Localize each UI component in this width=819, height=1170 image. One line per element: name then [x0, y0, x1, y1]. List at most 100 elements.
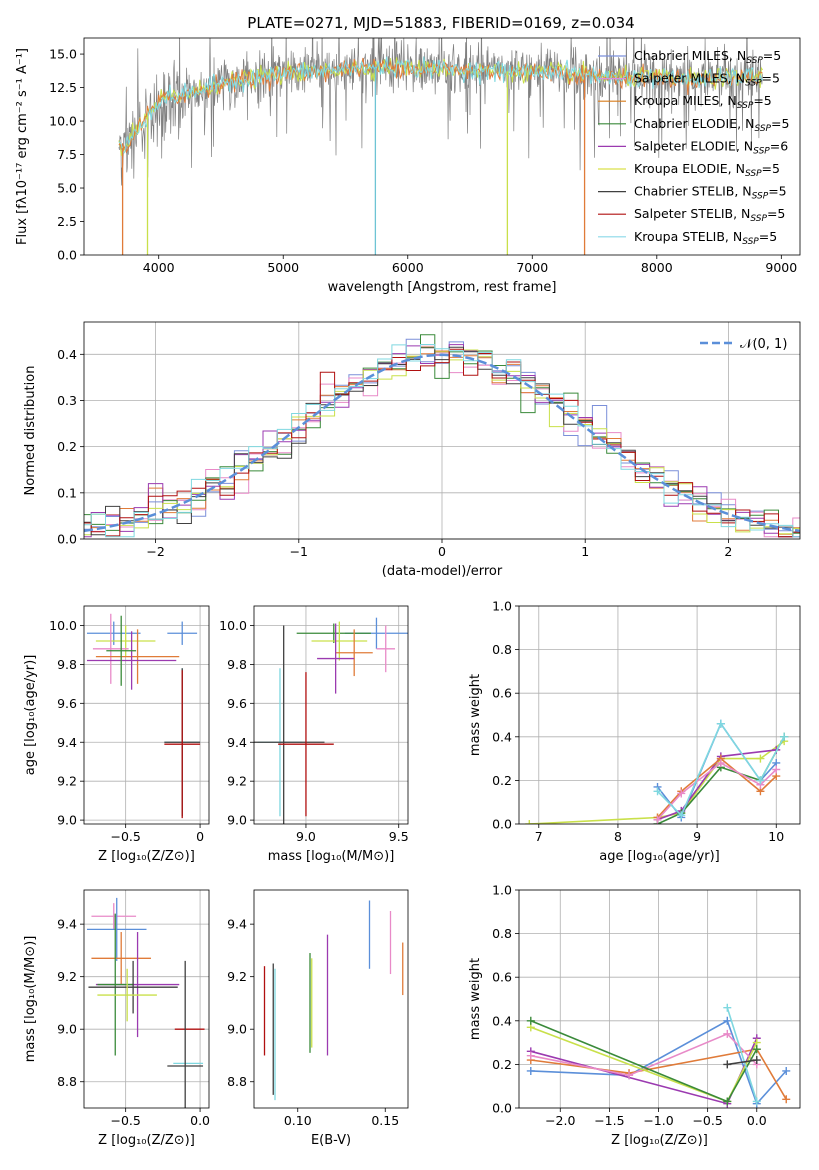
- y-tick-label: 1.0: [492, 599, 512, 614]
- legend-label: Salpeter ELODIE, NSSP=6: [634, 138, 788, 156]
- data-point-marker: [625, 1071, 634, 1080]
- axes-frame: [83, 321, 801, 540]
- y-axis-label: mass [log₁₀(M/M⊙)]: [23, 936, 38, 1063]
- series-line: [530, 1048, 787, 1100]
- y-tick-label: 0.1: [57, 485, 77, 500]
- data-point-marker: [772, 765, 781, 774]
- y-tick-label: 9.4: [57, 917, 77, 932]
- legend-label: Chabrier MILES, NSSP=5: [634, 48, 781, 66]
- x-tick-label: −2: [146, 544, 164, 559]
- plot-area: [263, 900, 404, 1101]
- data-point-marker: [526, 1016, 535, 1025]
- x-tick-label: 10: [768, 829, 784, 844]
- data-point-marker: [723, 1097, 732, 1106]
- y-tick-label: 9.2: [57, 969, 77, 984]
- data-point-marker: [677, 789, 686, 798]
- x-tick-label: 7: [535, 829, 543, 844]
- y-tick-label: 0.8: [492, 926, 512, 941]
- x-axis-label: age [log₁₀(age/yr)]: [599, 849, 720, 864]
- y-axis-label: Flux [fλ10⁻¹⁷ erg cm⁻² s⁻¹ A⁻¹]: [15, 48, 30, 245]
- y-tick-label: 9.0: [57, 1022, 77, 1037]
- y-tick-label: 8.8: [227, 1074, 247, 1089]
- y-tick-label: 9.0: [227, 813, 247, 828]
- plot-area: [86, 897, 205, 1108]
- x-tick-label: −0.5: [692, 1113, 722, 1128]
- y-tick-label: 9.6: [57, 696, 77, 711]
- y-tick-label: 9.4: [57, 735, 77, 750]
- x-tick-label: 4000: [143, 260, 175, 275]
- panel-age-vs-mass: 9.0 9.5 9.0 9.2 9.4 9.6 9.8 10.0 mass [log₁₀(M/M…: [219, 605, 409, 864]
- y-tick-label: 10.0: [219, 618, 247, 633]
- figure-title: PLATE=0271, MJD=51883, FIBERID=0169, z=0…: [247, 14, 634, 32]
- y-tick-label: 10.0: [49, 114, 77, 129]
- x-tick-label: 5000: [267, 260, 299, 275]
- y-tick-label: 0.0: [492, 1101, 512, 1116]
- data-point-marker: [723, 1060, 732, 1069]
- y-tick-label: 0.6: [492, 686, 512, 701]
- y-tick-label: 1.0: [492, 883, 512, 898]
- y-tick-label: 9.8: [57, 657, 77, 672]
- legend-label: Kroupa ELODIE, NSSP=5: [634, 161, 780, 179]
- y-tick-label: 2.5: [57, 214, 77, 229]
- y-tick-label: 12.5: [49, 80, 77, 95]
- data-point-marker: [525, 820, 534, 824]
- panel-residuals: −2 −1 0 1 2 0.0 0.1 0.2 0.3 0.4 (data-model)/error…: [23, 321, 801, 579]
- y-tick-label: 0.2: [492, 1057, 512, 1072]
- y-tick-label: 0.8: [492, 642, 512, 657]
- y-tick-label: 9.0: [57, 813, 77, 828]
- legend-label: Salpeter STELIB, NSSP=5: [634, 206, 785, 224]
- x-tick-label: 0.0: [747, 1113, 767, 1128]
- data-point-marker: [677, 811, 686, 820]
- data-point-marker: [723, 1016, 732, 1025]
- data-point-marker: [653, 815, 662, 824]
- x-tick-label: 0.0: [190, 1113, 210, 1128]
- histogram-series: [84, 348, 800, 538]
- data-point-marker: [780, 732, 789, 741]
- series-line: [530, 1032, 758, 1077]
- y-tick-label: 7.5: [57, 147, 77, 162]
- x-axis-label: (data-model)/error: [382, 564, 503, 579]
- y-tick-label: 10.0: [49, 618, 77, 633]
- axes-frame: [83, 889, 210, 1109]
- x-tick-label: 1: [581, 544, 589, 559]
- x-tick-label: 0.15: [371, 1113, 399, 1128]
- y-tick-label: 9.6: [227, 696, 247, 711]
- x-axis-label: mass [log₁₀(M/M⊙)]: [268, 849, 395, 864]
- data-point-marker: [752, 1056, 761, 1065]
- legend: Chabrier MILES, NSSP=5 Salpeter MILES, NS…: [598, 48, 789, 247]
- data-point-marker: [526, 1051, 535, 1060]
- axes-frame: [518, 889, 801, 1109]
- axes-frame: [83, 37, 801, 256]
- x-tick-label: −1.5: [594, 1113, 624, 1128]
- x-tick-label: 8: [614, 829, 622, 844]
- y-tick-label: 9.4: [227, 917, 247, 932]
- histogram-series: [84, 346, 800, 536]
- legend-label: 𝒩(0, 1): [740, 337, 787, 352]
- x-tick-label: 7000: [516, 260, 548, 275]
- data-point-marker: [716, 719, 725, 728]
- y-tick-label: 9.2: [227, 969, 247, 984]
- axes-frame: [518, 605, 801, 825]
- plot-area: [254, 617, 408, 824]
- x-axis-label: Z [log₁₀(Z/Z⊙)]: [98, 1133, 195, 1148]
- series-line: [726, 1007, 758, 1102]
- plot-area: [86, 613, 201, 819]
- x-tick-label: 2: [724, 544, 732, 559]
- model-spectrum: [118, 56, 763, 155]
- panel-mass-weight-vs-age: 7 8 9 10 0.0 0.2 0.4 0.6 0.8 1.0 age [log₁₀(age/yr…: [468, 599, 801, 864]
- y-tick-label: 0.2: [57, 439, 77, 454]
- x-tick-label: 9: [693, 829, 701, 844]
- y-tick-label: 9.2: [227, 774, 247, 789]
- y-tick-label: 0.4: [57, 347, 77, 362]
- y-axis-label: mass weight: [468, 674, 483, 756]
- x-tick-label: −1.0: [643, 1113, 673, 1128]
- data-point-marker: [526, 1066, 535, 1075]
- x-tick-label: 0.10: [284, 1113, 312, 1128]
- data-point-marker: [752, 1097, 761, 1106]
- y-tick-label: 0.4: [492, 729, 512, 744]
- y-axis-label: mass weight: [468, 958, 483, 1040]
- y-axis-label: age [log₁₀(age/yr)]: [23, 655, 38, 776]
- panel-mass-vs-ebv: 0.10 0.15 8.8 9.0 9.2 9.4 E(B-V): [227, 889, 409, 1148]
- x-tick-label: 9000: [765, 260, 797, 275]
